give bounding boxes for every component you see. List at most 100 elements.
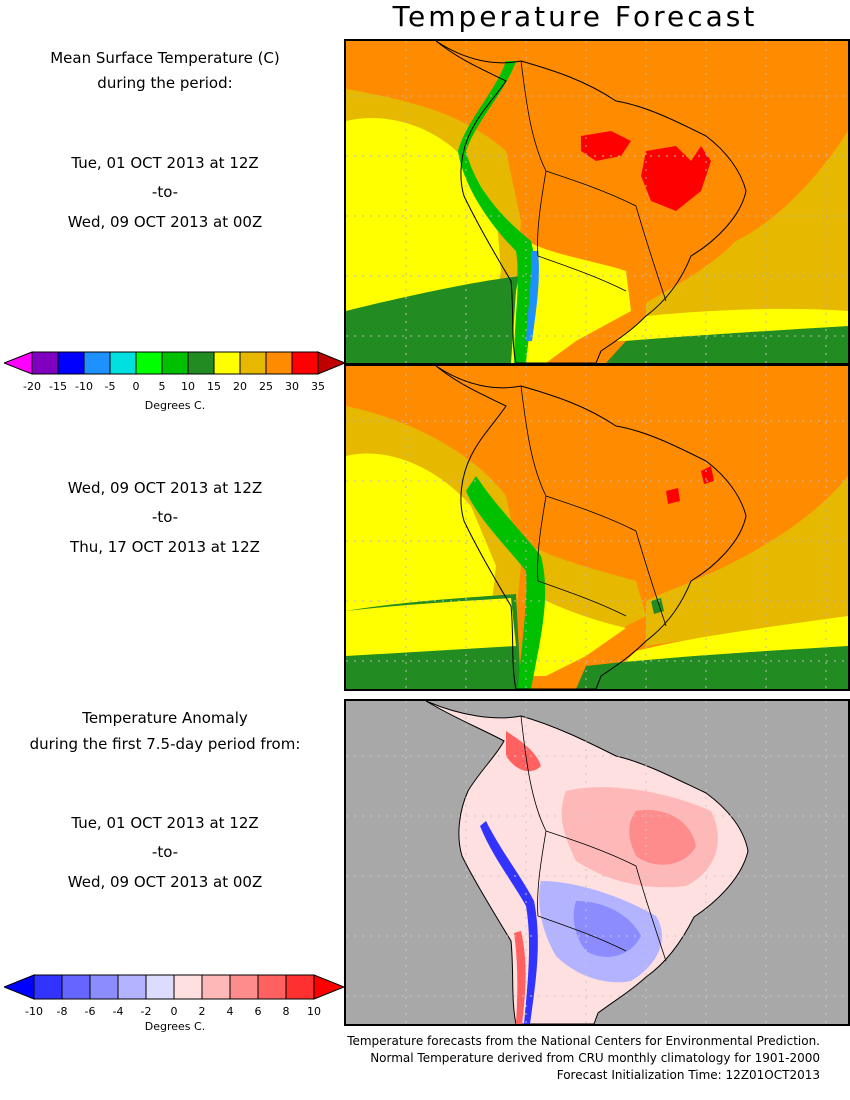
colorbar-low-arrow bbox=[2, 974, 35, 1000]
colorbar-low-arrow bbox=[2, 351, 33, 375]
footer-line1: Temperature forecasts from the National … bbox=[347, 1034, 820, 1048]
panel3-heading-line1: Temperature Anomaly bbox=[82, 709, 248, 727]
hot-spot-north bbox=[581, 131, 631, 161]
panel2-to: -to- bbox=[151, 508, 179, 526]
ocean-band-15 bbox=[346, 276, 526, 363]
temperature-units-label: Degrees C. bbox=[144, 399, 206, 412]
tick-label: 10 bbox=[307, 1005, 321, 1018]
hot-spot-2 bbox=[701, 466, 714, 484]
anomaly-map-graphic bbox=[346, 701, 848, 1024]
temperature-map-week1-graphic bbox=[346, 41, 848, 363]
temperature-map-week1 bbox=[344, 39, 850, 365]
grid-lines bbox=[346, 41, 848, 363]
tick-label: 15 bbox=[207, 380, 221, 393]
andes-band bbox=[458, 61, 536, 363]
atlantic-band-15 bbox=[606, 326, 848, 363]
tick-label: 35 bbox=[311, 380, 325, 393]
colorbar-cell bbox=[117, 974, 147, 1000]
andes-warm-strip bbox=[514, 931, 526, 1024]
temperature-map-week2 bbox=[344, 364, 850, 691]
temperature-map-week2-graphic bbox=[346, 366, 848, 689]
colorbar-cell bbox=[57, 351, 85, 375]
colorbar-high-arrow bbox=[317, 351, 347, 375]
tick-label: 4 bbox=[226, 1005, 234, 1018]
andes-core bbox=[526, 251, 539, 341]
footer-credits: Temperature forecasts from the National … bbox=[347, 1033, 820, 1084]
tick-label: -20 bbox=[23, 380, 41, 393]
country-borders bbox=[520, 715, 667, 962]
anomaly-colorbar bbox=[2, 974, 346, 1004]
hot-spot-1 bbox=[666, 488, 680, 504]
panel3-start-time: Tue, 01 OCT 2013 at 12Z bbox=[71, 814, 259, 832]
south-america-coastline bbox=[435, 41, 747, 363]
colorbar-cell bbox=[161, 351, 189, 375]
temperature-colorbar bbox=[2, 351, 347, 379]
atlantic-band-25 bbox=[646, 131, 848, 341]
panel3-heading-line2: during the first 7.5-day period from: bbox=[29, 735, 301, 753]
temperature-colorbar-graphic bbox=[2, 351, 347, 375]
tick-label: -10 bbox=[25, 1005, 43, 1018]
tick-label: -15 bbox=[49, 380, 67, 393]
colorbar-cell bbox=[33, 974, 63, 1000]
tick-label: -6 bbox=[84, 1005, 96, 1018]
atlantic-band-25 bbox=[646, 476, 848, 646]
southern-cone-20 bbox=[511, 241, 631, 363]
anomaly-colorbar-ticks: -10 -8 -6 -4 -2 0 2 4 6 8 10 bbox=[4, 1005, 346, 1019]
ocean-band-20-south bbox=[346, 598, 516, 656]
tick-label: -4 bbox=[112, 1005, 124, 1018]
colorbar-cell bbox=[109, 351, 137, 375]
panel2-start-time: Wed, 09 OCT 2013 at 12Z bbox=[67, 479, 263, 497]
panel1-heading-line1: Mean Surface Temperature (C) bbox=[50, 49, 280, 67]
warm-center bbox=[629, 810, 696, 865]
tick-label: 25 bbox=[259, 380, 273, 393]
page-title: Temperature Forecast bbox=[392, 0, 758, 33]
colorbar-cell bbox=[31, 351, 59, 375]
panel1-heading-line2: during the period: bbox=[97, 74, 233, 92]
colorbar-cell bbox=[145, 974, 175, 1000]
andes-band bbox=[466, 476, 546, 689]
country-borders bbox=[520, 385, 667, 627]
colorbar-cell bbox=[265, 351, 293, 375]
colorbar-cell bbox=[173, 974, 203, 1000]
footer-line3: Forecast Initialization Time: 12Z01OCT20… bbox=[556, 1068, 820, 1082]
colorbar-cell bbox=[239, 351, 267, 375]
tick-label: 6 bbox=[254, 1005, 262, 1018]
panel2-end-time: Thu, 17 OCT 2013 at 12Z bbox=[70, 538, 260, 556]
country-borders bbox=[520, 60, 667, 302]
tick-label: 8 bbox=[282, 1005, 290, 1018]
grid-lines bbox=[346, 701, 848, 1024]
temperature-colorbar-ticks: -20 -15 -10 -5 0 5 10 15 20 25 30 35 bbox=[4, 380, 346, 394]
tick-label: 0 bbox=[170, 1005, 178, 1018]
colorbar-cell bbox=[201, 974, 231, 1000]
panel3-end-time: Wed, 09 OCT 2013 at 00Z bbox=[67, 873, 263, 891]
colorbar-cell bbox=[187, 351, 215, 375]
andes-cold-strip bbox=[480, 821, 538, 1024]
south-america-coastline bbox=[435, 366, 747, 689]
anomaly-colorbar-graphic bbox=[2, 974, 346, 1000]
colorbar-cell bbox=[229, 974, 259, 1000]
ocean-band-20 bbox=[346, 453, 496, 616]
panel3-to: -to- bbox=[151, 843, 179, 861]
tick-label: -8 bbox=[56, 1005, 68, 1018]
cool-south-core bbox=[573, 901, 641, 957]
tick-label: 20 bbox=[233, 380, 247, 393]
anomaly-map bbox=[344, 699, 850, 1026]
colorbar-cell bbox=[89, 974, 119, 1000]
atlantic-band-15 bbox=[576, 646, 848, 689]
tick-label: -2 bbox=[140, 1005, 152, 1018]
colorbar-cell bbox=[83, 351, 111, 375]
footer-line2: Normal Temperature derived from CRU mont… bbox=[370, 1051, 820, 1065]
northern-andes-anomaly bbox=[506, 731, 541, 772]
colorbar-cell bbox=[135, 351, 163, 375]
anomaly-units-label: Degrees C. bbox=[144, 1020, 206, 1033]
tick-label: -5 bbox=[104, 380, 116, 393]
panel1-start-time: Tue, 01 OCT 2013 at 12Z bbox=[71, 154, 259, 172]
panel1-to: -to- bbox=[151, 183, 179, 201]
colorbar-cell bbox=[285, 974, 315, 1000]
southern-cone-20 bbox=[526, 596, 626, 676]
tick-label: 10 bbox=[181, 380, 195, 393]
panel1-end-time: Wed, 09 OCT 2013 at 00Z bbox=[67, 213, 263, 231]
colorbar-cell bbox=[291, 351, 319, 375]
colorbar-high-arrow bbox=[313, 974, 346, 1000]
tick-label: 2 bbox=[198, 1005, 206, 1018]
